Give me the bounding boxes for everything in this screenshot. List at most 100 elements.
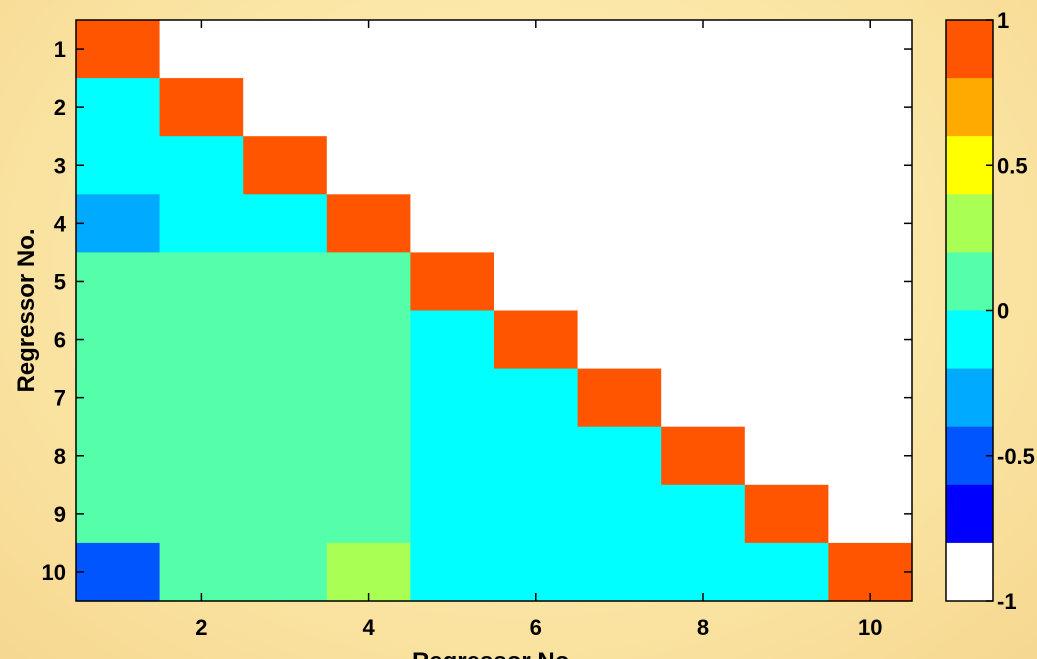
- heatmap-cell: [494, 252, 579, 312]
- heatmap-cell: [744, 542, 829, 602]
- heatmap-cell: [326, 78, 411, 137]
- heatmap-cell: [744, 426, 829, 486]
- y-tick-labels: 1 2 3 4 5 6 7 8 9 10: [42, 37, 67, 585]
- heatmap-cell: [744, 484, 829, 544]
- heatmap-cell: [243, 252, 328, 312]
- heatmap-cell: [76, 136, 161, 195]
- heatmap-cell: [410, 78, 495, 137]
- heatmap-cell: [410, 252, 495, 312]
- x-tick-label: 10: [858, 615, 882, 640]
- colorbar: [946, 20, 993, 602]
- heatmap-cell: [577, 136, 662, 195]
- heatmap-cell: [326, 20, 411, 79]
- heatmap-cell: [577, 484, 662, 544]
- colorbar-segment: [946, 78, 993, 137]
- heatmap-cell: [243, 426, 328, 486]
- heatmap-cell: [494, 194, 579, 253]
- heatmap-cell: [661, 20, 746, 79]
- heatmap-cell: [326, 426, 411, 486]
- y-tick-label: 4: [54, 211, 67, 236]
- heatmap-cell: [744, 194, 829, 253]
- y-tick-label: 5: [54, 269, 66, 294]
- heatmap-cell: [661, 484, 746, 544]
- heatmap-cell: [661, 542, 746, 602]
- colorbar-segment: [946, 426, 993, 486]
- y-tick-label: 1: [54, 37, 66, 62]
- heatmap-cell: [744, 310, 829, 370]
- heatmap-cell: [577, 542, 662, 602]
- heatmap-cell: [159, 310, 244, 370]
- heatmap-cell: [828, 252, 913, 312]
- colorbar-segment: [946, 484, 993, 544]
- x-tick-label: 4: [362, 615, 375, 640]
- heatmap-cell: [159, 136, 244, 195]
- heatmap-cell: [76, 368, 161, 428]
- colorbar-tick-label: 0.5: [997, 153, 1028, 178]
- colorbar-segment: [946, 20, 993, 79]
- heatmap-cell: [494, 426, 579, 486]
- heatmap-cell: [243, 20, 328, 79]
- heatmap-cell: [410, 194, 495, 253]
- heatmap-cell: [76, 426, 161, 486]
- heatmap-cell: [76, 20, 161, 79]
- heatmap-cell: [159, 542, 244, 602]
- heatmap-cells: [76, 20, 913, 602]
- heatmap-cell: [243, 194, 328, 253]
- heatmap-cell: [494, 136, 579, 195]
- heatmap-cell: [828, 78, 913, 137]
- heatmap-cell: [410, 542, 495, 602]
- heatmap-cell: [243, 78, 328, 137]
- heatmap-cell: [410, 484, 495, 544]
- colorbar-tick-label: 1: [997, 8, 1009, 33]
- axis-ticks: [76, 20, 912, 601]
- heatmap-cell: [326, 252, 411, 312]
- heatmap-cell: [744, 136, 829, 195]
- heatmap-cell: [744, 20, 829, 79]
- heatmap-cell: [76, 542, 161, 602]
- heatmap-cell: [828, 368, 913, 428]
- heatmap-cell: [410, 136, 495, 195]
- y-axis-label: Regressor No.: [13, 228, 40, 392]
- colorbar-segment: [946, 542, 993, 602]
- heatmap-cell: [661, 368, 746, 428]
- colorbar-segment: [946, 136, 993, 195]
- heatmap-cell: [410, 426, 495, 486]
- heatmap-cell: [661, 310, 746, 370]
- heatmap-cell: [661, 252, 746, 312]
- heatmap-cell: [828, 20, 913, 79]
- heatmap-cell: [744, 78, 829, 137]
- heatmap-cell: [410, 368, 495, 428]
- heatmap-cell: [494, 310, 579, 370]
- x-tick-label: 6: [530, 615, 542, 640]
- x-tick-label: 2: [195, 615, 207, 640]
- heatmap-cell: [326, 136, 411, 195]
- y-tick-label: 3: [54, 153, 66, 178]
- colorbar-tick-label: 0: [997, 299, 1009, 324]
- heatmap-cell: [828, 136, 913, 195]
- plot-frame: [75, 19, 913, 602]
- heatmap-cell: [494, 484, 579, 544]
- heatmap-cell: [744, 368, 829, 428]
- heatmap-cell: [159, 368, 244, 428]
- heatmap-cell: [76, 78, 161, 137]
- heatmap-cell: [326, 542, 411, 602]
- colorbar-segment: [946, 368, 993, 428]
- heatmap-cell: [159, 78, 244, 137]
- heatmap-cell: [494, 20, 579, 79]
- heatmap-cell: [577, 368, 662, 428]
- heatmap-cell: [326, 484, 411, 544]
- y-tick-label: 7: [54, 386, 66, 411]
- y-tick-label: 9: [54, 502, 66, 527]
- heatmap-cell: [159, 20, 244, 79]
- colorbar-tick-label: -1: [997, 589, 1017, 614]
- x-axis-label: Regressor No.: [412, 648, 576, 659]
- y-tick-label: 2: [54, 95, 66, 120]
- heatmap-cell: [744, 252, 829, 312]
- y-tick-label: 6: [54, 328, 66, 353]
- heatmap-cell: [326, 194, 411, 253]
- colorbar-ticks: 1 0.5 0 -0.5 -1: [986, 8, 1035, 614]
- heatmap-cell: [494, 78, 579, 137]
- heatmap-cell: [828, 484, 913, 544]
- heatmap-cell: [326, 310, 411, 370]
- y-tick-label: 8: [54, 444, 66, 469]
